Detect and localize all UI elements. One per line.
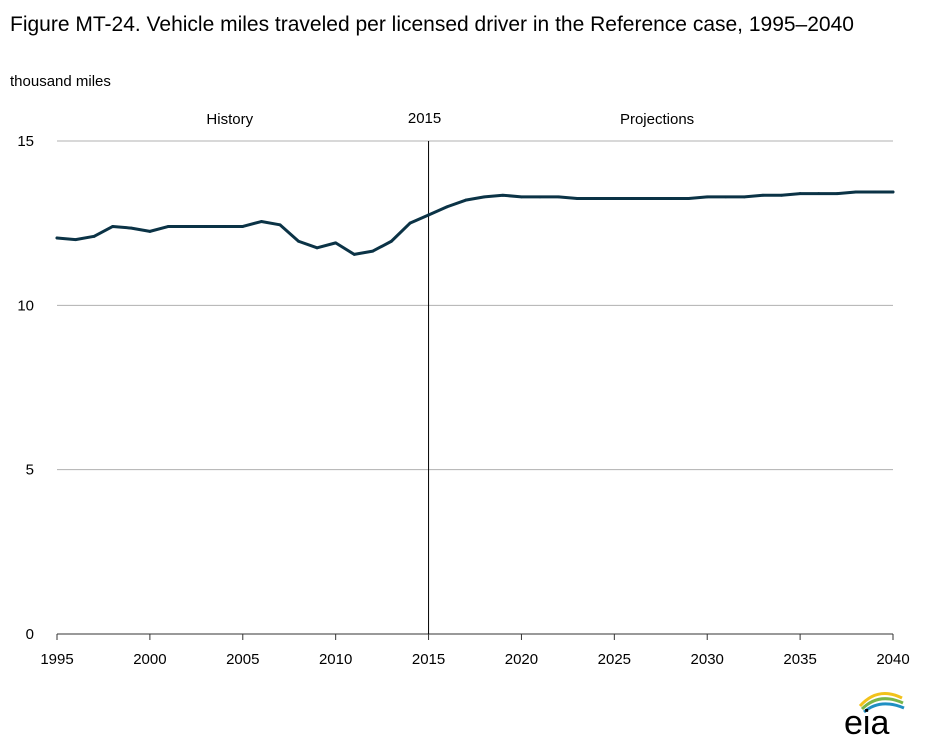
data-point-2019 (501, 193, 505, 197)
data-point-2023 (575, 197, 579, 200)
data-point-2027 (650, 197, 653, 200)
data-point-2025 (612, 197, 616, 200)
data-point-2028 (668, 197, 672, 200)
y-tick-label-0: 0 (26, 626, 34, 643)
x-tick-label-2005: 2005 (226, 651, 259, 668)
x-tick-label-2000: 2000 (133, 651, 166, 668)
data-point-2015 (427, 213, 430, 217)
data-point-2033 (761, 193, 765, 197)
data-point-2006 (259, 220, 263, 223)
data-point-2004 (222, 225, 226, 228)
x-tick-label-2035: 2035 (783, 651, 816, 668)
data-point-2030 (705, 195, 709, 199)
data-point-2010 (334, 241, 338, 245)
y-axis-tick-labels: 0 5 10 15 (17, 133, 34, 643)
data-point-2008 (297, 239, 300, 243)
data-point-2024 (594, 197, 598, 200)
data-point-1996 (74, 238, 77, 242)
chart-title: Figure MT-24. Vehicle miles traveled per… (10, 13, 854, 36)
data-point-2037 (835, 192, 839, 195)
x-tick-label-2020: 2020 (505, 651, 538, 668)
data-point-2038 (854, 190, 858, 194)
data-point-2020 (520, 195, 523, 199)
data-point-2012 (371, 249, 375, 253)
data-point-2022 (557, 195, 560, 199)
data-point-2002 (185, 225, 189, 228)
data-point-2026 (631, 197, 635, 200)
y-axis-units-label: thousand miles (10, 73, 111, 90)
series-line-0 (55, 190, 895, 256)
projections-label: Projections (620, 111, 694, 128)
data-point-2035 (798, 192, 802, 195)
data-point-2001 (167, 225, 170, 228)
data-point-2007 (278, 223, 282, 227)
data-point-2013 (390, 239, 393, 243)
data-point-2017 (464, 198, 468, 202)
grid-lines (57, 140, 893, 471)
y-tick-label-5: 5 (26, 462, 34, 479)
data-point-1997 (92, 234, 96, 238)
x-tick-label-2030: 2030 (691, 651, 724, 668)
y-tick-label-15: 15 (17, 133, 34, 150)
data-point-1999 (129, 226, 133, 230)
data-point-2011 (352, 252, 356, 256)
eia-logo-text: eia (844, 704, 889, 736)
data-point-2036 (817, 192, 821, 195)
data-point-2018 (482, 195, 486, 199)
divider-year-label: 2015 (408, 110, 441, 127)
data-point-2034 (780, 193, 783, 197)
data-point-1998 (111, 225, 115, 228)
x-tick-label-2015: 2015 (412, 651, 445, 668)
x-tick-label-1995: 1995 (40, 651, 73, 668)
x-axis: 1995 2000 2005 2010 2015 2020 2025 2030 2035 2040 (40, 633, 910, 668)
data-point-2016 (445, 205, 449, 209)
y-tick-label-10: 10 (17, 297, 34, 314)
history-label: History (206, 111, 253, 128)
data-point-2021 (538, 195, 542, 199)
data-point-2039 (873, 190, 876, 194)
data-point-2029 (687, 197, 691, 200)
x-tick-label-2025: 2025 (598, 651, 631, 668)
data-point-2003 (204, 225, 208, 228)
data-point-2014 (408, 221, 412, 225)
eia-logo-icon: eia (842, 684, 910, 741)
x-tick-label-2010: 2010 (319, 651, 352, 668)
data-point-1995 (55, 236, 59, 240)
data-point-2040 (891, 190, 895, 194)
x-tick-label-2040: 2040 (876, 651, 909, 668)
data-point-2031 (724, 195, 728, 199)
series-group (55, 190, 895, 256)
data-point-2000 (148, 229, 152, 233)
data-point-2005 (241, 225, 245, 228)
data-point-2032 (742, 195, 746, 199)
data-point-2009 (315, 246, 319, 250)
